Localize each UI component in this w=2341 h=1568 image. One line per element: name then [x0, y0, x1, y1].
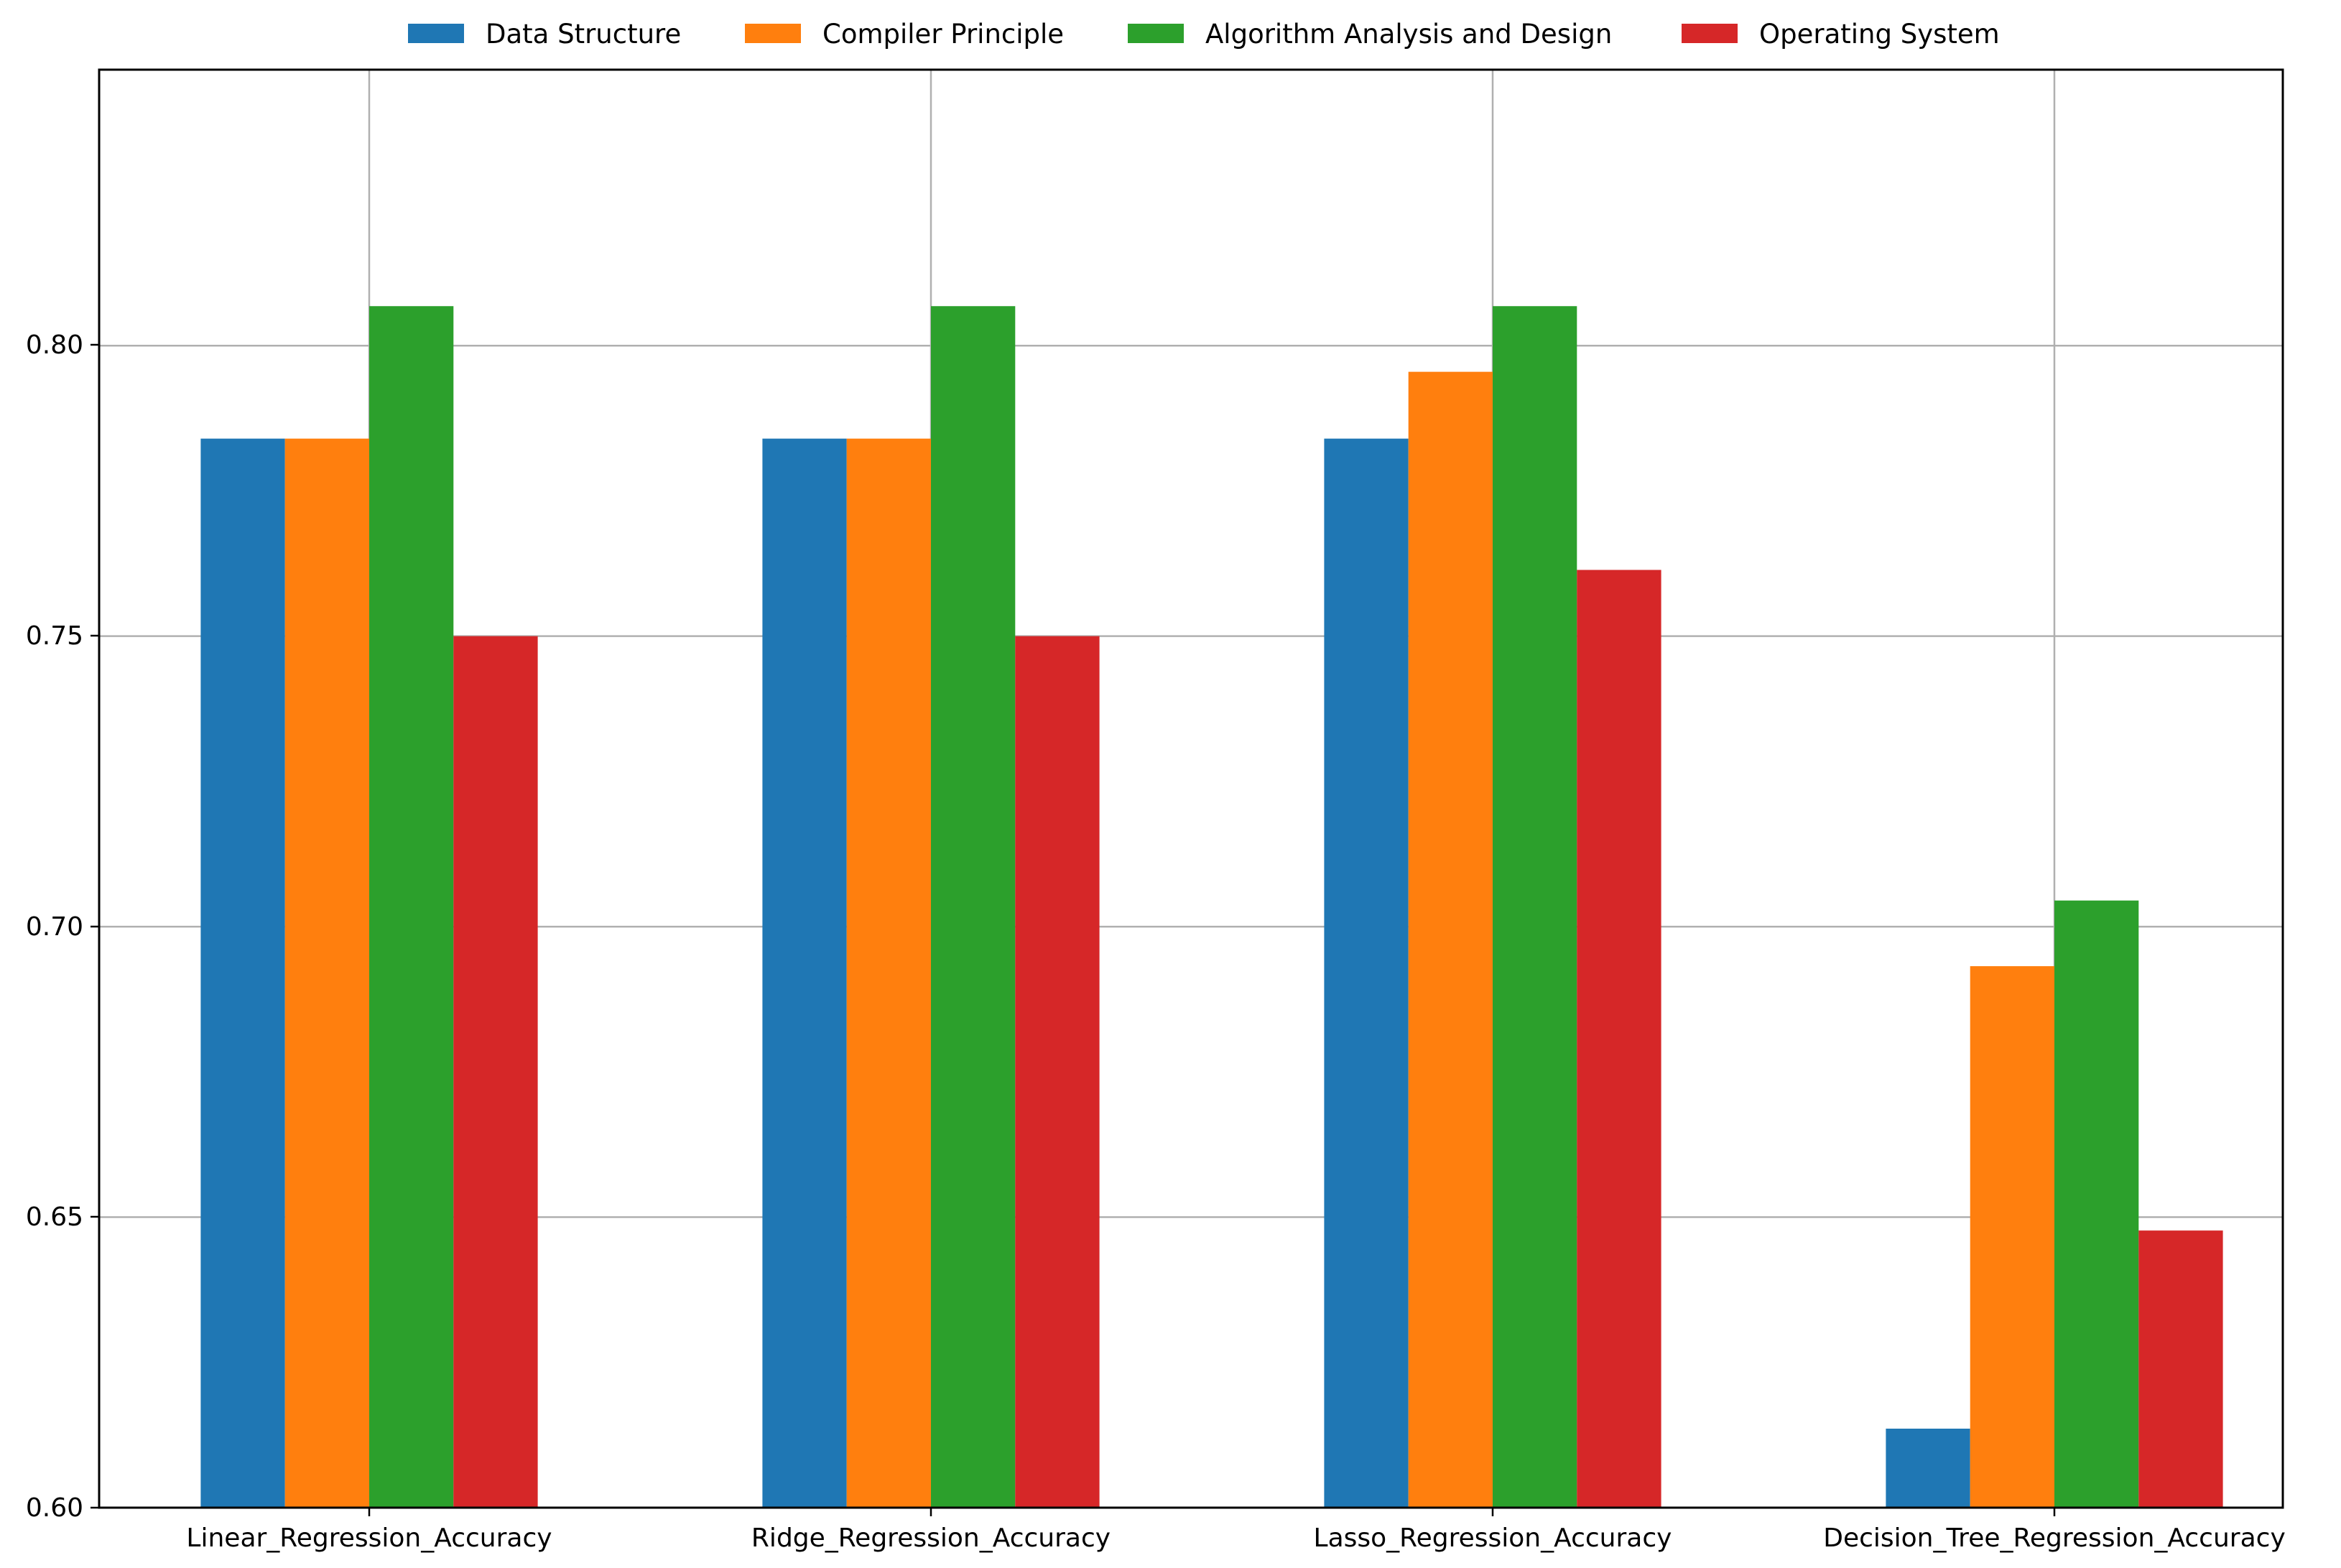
bar-compiler-principle-1 — [846, 438, 931, 1508]
y-tick-1: 0.65 — [26, 1202, 99, 1232]
bar-compiler-principle-2 — [1408, 371, 1493, 1508]
bar-algorithm-analysis-and-design-1 — [931, 306, 1016, 1508]
legend-swatch-operating-system — [1682, 24, 1738, 43]
bar-compiler-principle-0 — [284, 438, 369, 1508]
legend-label-algorithm-analysis-and-design: Algorithm Analysis and Design — [1205, 19, 1612, 50]
bar-data-structure-0 — [200, 438, 285, 1508]
x-tick-ridge-regression: Ridge_Regression_Accuracy — [751, 1508, 1111, 1553]
legend: Data Structure Compiler Principle Algori… — [408, 19, 2000, 50]
y-tick-label: 0.65 — [26, 1202, 83, 1232]
x-axis: Linear_Regression_Accuracy Ridge_Regress… — [186, 1508, 2286, 1553]
legend-swatch-compiler-principle — [745, 24, 801, 43]
bar-algorithm-analysis-and-design-3 — [2054, 900, 2139, 1508]
y-tick-label: 0.80 — [26, 330, 83, 360]
x-tick-decision-tree-regression: Decision_Tree_Regression_Accuracy — [1823, 1508, 2286, 1553]
legend-swatch-data-structure — [408, 24, 464, 43]
x-tick-lasso-regression: Lasso_Regression_Accuracy — [1314, 1508, 1672, 1553]
y-tick-label: 0.75 — [26, 621, 83, 651]
bar-operating-system-2 — [1577, 570, 1661, 1508]
y-tick-3: 0.75 — [26, 621, 99, 651]
x-tick-linear-regression: Linear_Regression_Accuracy — [186, 1508, 552, 1553]
y-tick-0: 0.60 — [26, 1493, 99, 1523]
y-tick-2: 0.70 — [26, 912, 99, 942]
bar-operating-system-1 — [1015, 636, 1100, 1508]
bar-operating-system-0 — [453, 636, 538, 1508]
bar-algorithm-analysis-and-design-2 — [1493, 306, 1577, 1508]
y-tick-label: 0.60 — [26, 1493, 83, 1523]
legend-label-data-structure: Data Structure — [486, 19, 681, 50]
x-tick-label: Ridge_Regression_Accuracy — [751, 1523, 1111, 1553]
y-tick-label: 0.70 — [26, 912, 83, 942]
x-tick-label: Lasso_Regression_Accuracy — [1314, 1523, 1672, 1553]
bar-data-structure-2 — [1324, 438, 1409, 1508]
y-axis: 0.60 0.65 0.70 0.75 0.80 — [26, 330, 99, 1523]
bars — [200, 306, 2223, 1508]
x-tick-label: Decision_Tree_Regression_Accuracy — [1823, 1523, 2286, 1553]
bar-operating-system-3 — [2138, 1230, 2223, 1508]
legend-swatch-algorithm-analysis-and-design — [1128, 24, 1184, 43]
legend-label-operating-system: Operating System — [1759, 19, 2000, 50]
legend-label-compiler-principle: Compiler Principle — [822, 19, 1064, 50]
bar-data-structure-3 — [1886, 1428, 1970, 1508]
x-tick-label: Linear_Regression_Accuracy — [186, 1523, 552, 1553]
plot-frame — [98, 68, 2284, 1509]
bar-algorithm-analysis-and-design-0 — [369, 306, 454, 1508]
y-tick-4: 0.80 — [26, 330, 99, 360]
bar-compiler-principle-3 — [1970, 966, 2054, 1508]
bar-data-structure-1 — [762, 438, 847, 1508]
